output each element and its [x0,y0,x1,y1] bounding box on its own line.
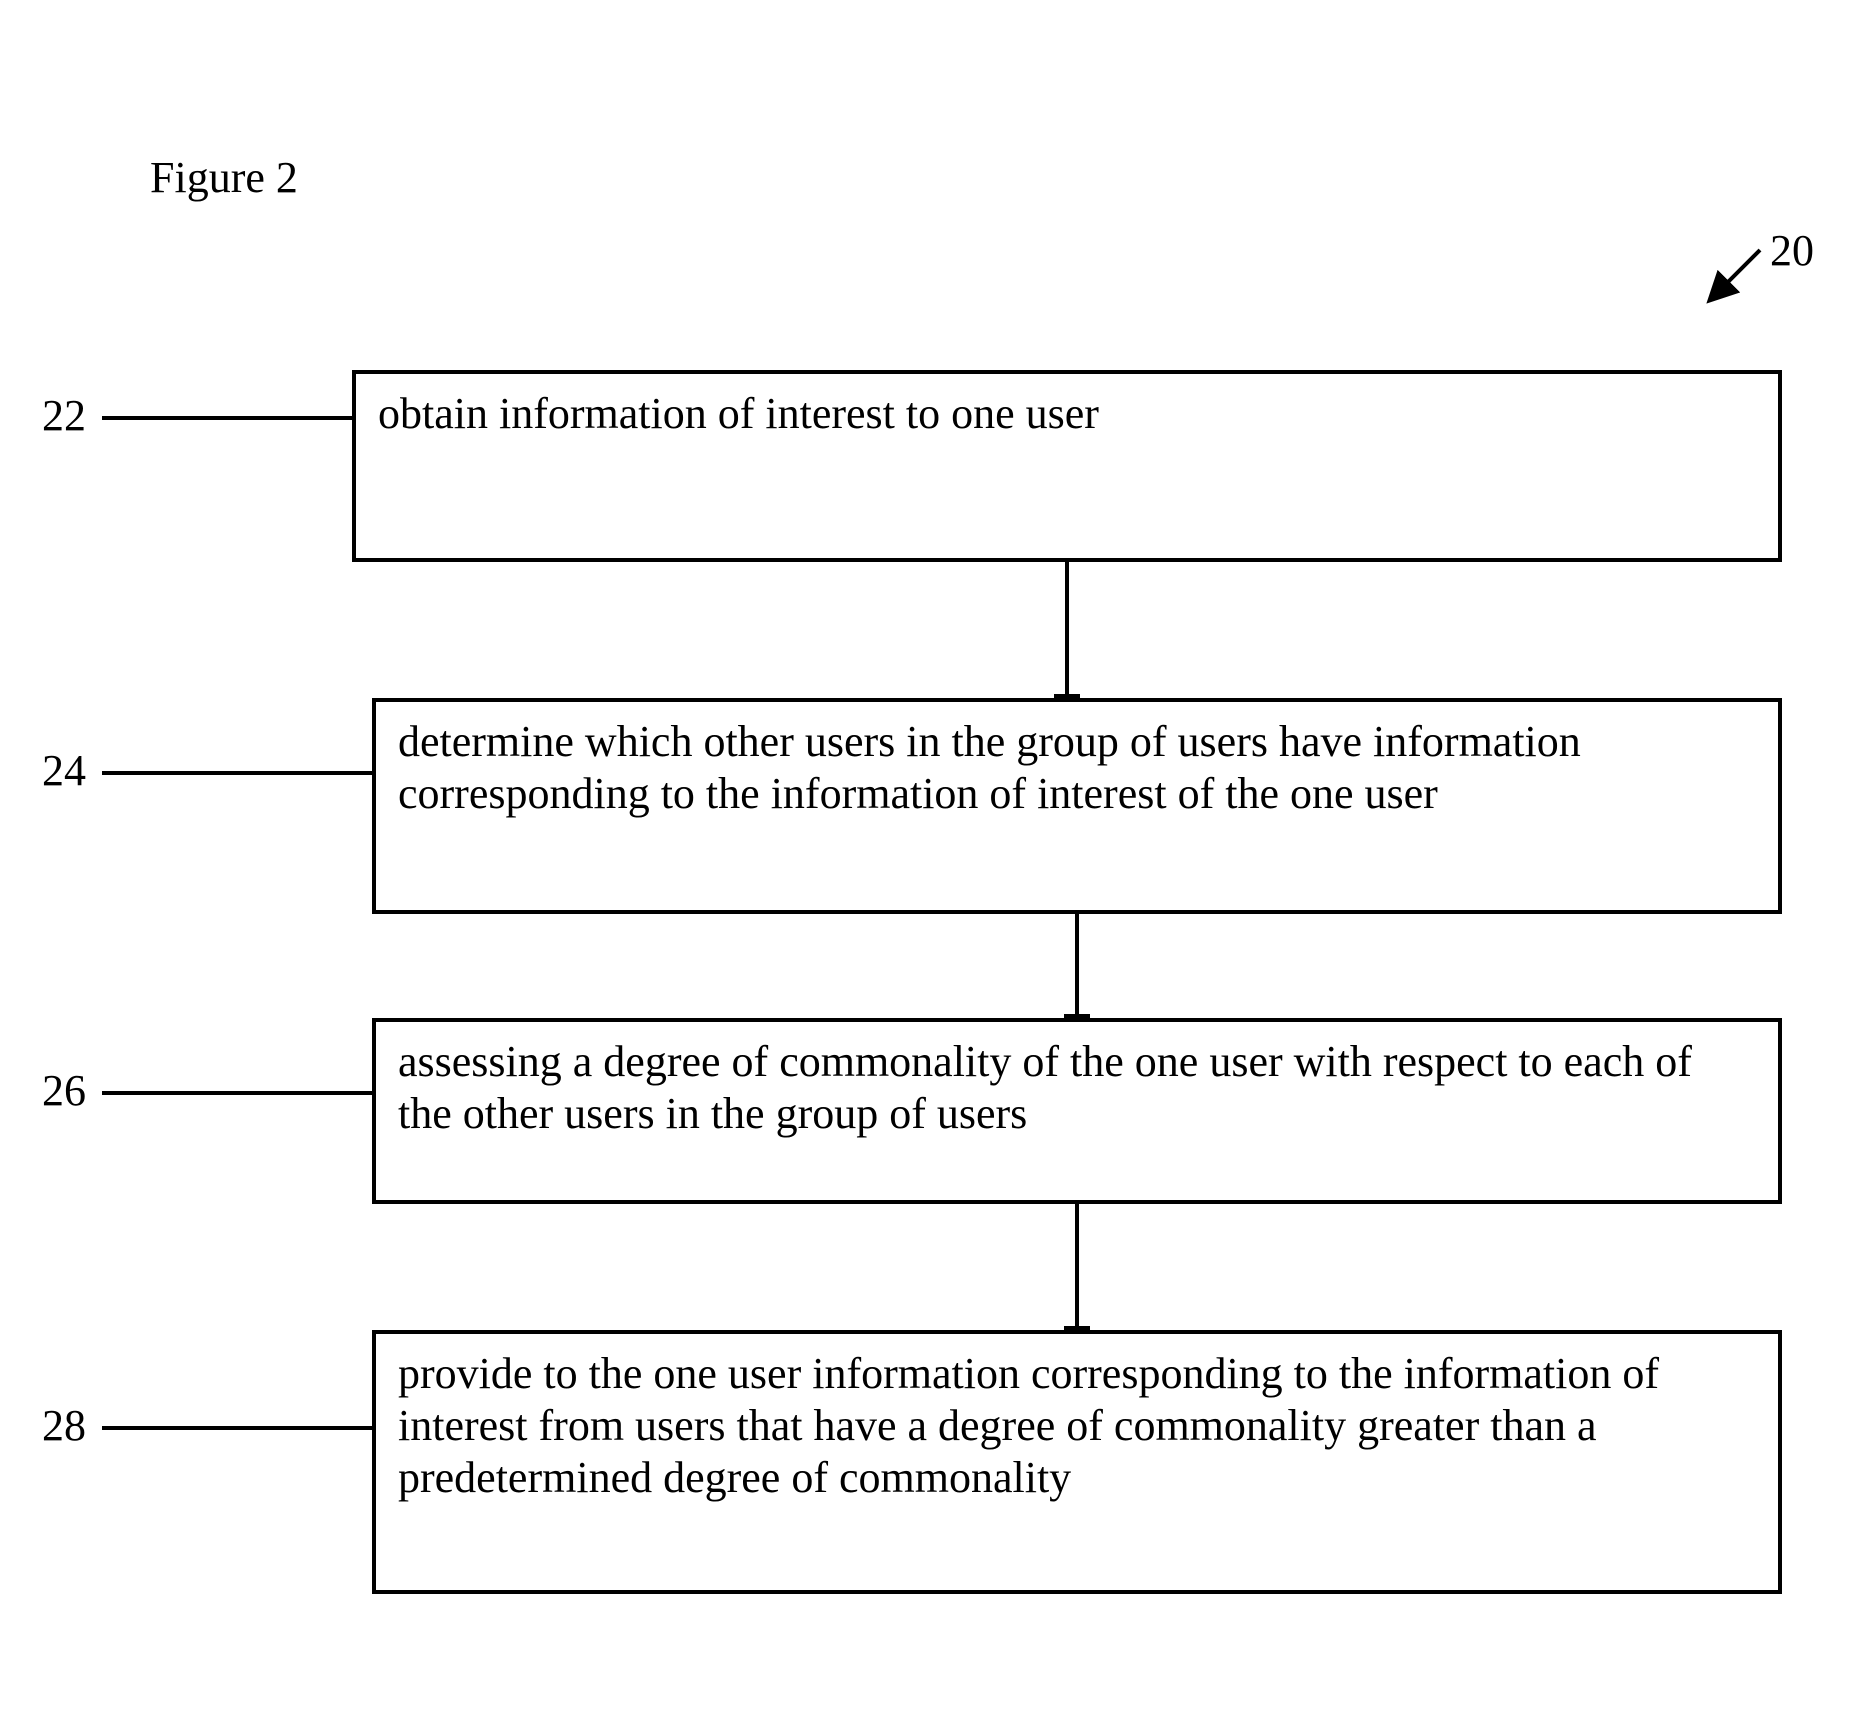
overall-ref-number: 20 [1770,225,1814,276]
flow-step-24-text: determine which other users in the group… [398,717,1581,818]
leader-line-22 [102,416,352,420]
flow-step-26: assessing a degree of commonality of the… [372,1018,1782,1204]
leader-line-24 [102,771,372,775]
connector-26-28 [1075,1204,1079,1330]
ref-number-22: 22 [42,390,86,441]
figure-title: Figure 2 [150,152,298,203]
flow-step-28: provide to the one user information corr… [372,1330,1782,1594]
leader-line-26 [102,1091,372,1095]
connector-22-24 [1065,562,1069,698]
connector-tick-24 [1054,694,1080,698]
ref-number-24: 24 [42,745,86,796]
ref-number-28: 28 [42,1400,86,1451]
flow-step-26-text: assessing a degree of commonality of the… [398,1037,1692,1138]
connector-tick-28 [1064,1326,1090,1330]
connector-tick-26 [1064,1014,1090,1018]
connector-24-26 [1075,914,1079,1018]
figure-page: Figure 2 20 obtain information of intere… [0,0,1872,1734]
flow-step-22-text: obtain information of interest to one us… [378,389,1099,438]
flow-step-22: obtain information of interest to one us… [352,370,1782,562]
flow-step-24: determine which other users in the group… [372,698,1782,914]
flow-step-28-text: provide to the one user information corr… [398,1349,1659,1502]
ref-number-26: 26 [42,1065,86,1116]
leader-line-28 [102,1426,372,1430]
